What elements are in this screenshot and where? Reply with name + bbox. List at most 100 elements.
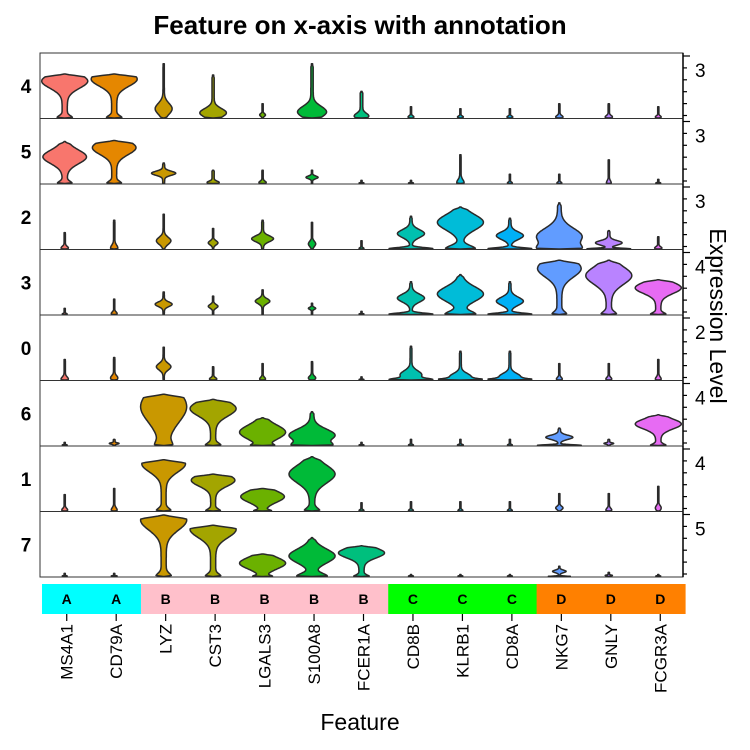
feature-axis: MS4A1 CD79A LYZ CST3 LGALS3 S100A8 FCER1A CD8B K… <box>58 614 670 693</box>
violin-cst3-cluster-4 <box>199 74 228 119</box>
cluster-label: 1 <box>21 470 32 491</box>
annotation-cell: B <box>338 584 389 614</box>
annotation-color-A <box>91 584 142 614</box>
feature-label-cst3: CST3 <box>206 624 225 667</box>
violin-lgals3-cluster-3 <box>254 289 271 316</box>
violin-nkg7-cluster-0 <box>555 362 564 381</box>
violin-lgals3-cluster-0 <box>258 362 267 381</box>
annotation-color-B <box>239 584 290 614</box>
violin-cd79a-cluster-1 <box>110 487 118 512</box>
violin-cd8b-cluster-6 <box>407 438 415 447</box>
panel-cluster-2: 23 <box>21 183 706 250</box>
y-tick-label: 2 <box>695 323 706 344</box>
violin-fcer1a-cluster-0 <box>358 376 365 381</box>
violin-cd8b-cluster-3 <box>388 280 434 316</box>
chart-title: Feature on x-axis with annotation <box>153 10 566 40</box>
panel-cluster-5: 53 <box>21 118 706 185</box>
violin-lgals3-cluster-7 <box>238 553 287 578</box>
panel-frame <box>39 183 684 250</box>
violin-cd79a-cluster-5 <box>91 139 137 185</box>
violin-cd8a-cluster-2 <box>487 217 533 250</box>
violin-cd8b-cluster-5 <box>407 179 415 185</box>
violin-klrb1-cluster-2 <box>436 206 485 250</box>
annotation-label: B <box>309 591 319 607</box>
y-axis-title: Expression Level <box>705 228 731 403</box>
violin-cd8a-cluster-5 <box>506 173 514 185</box>
annotation-color-C <box>487 584 538 614</box>
annotation-color-A <box>42 584 93 614</box>
violin-nkg7-cluster-7 <box>547 565 572 578</box>
violin-cst3-cluster-1 <box>190 473 236 512</box>
violin-cst3-cluster-3 <box>207 295 219 316</box>
violin-cd8a-cluster-7 <box>506 573 514 578</box>
violin-nkg7-cluster-2 <box>535 202 584 250</box>
violin-lyz-cluster-1 <box>141 459 187 512</box>
panel-frame <box>39 445 684 512</box>
violin-gnly-cluster-5 <box>605 159 612 185</box>
violin-cd79a-cluster-3 <box>110 298 118 316</box>
violin-gnly-cluster-1 <box>605 492 613 512</box>
violin-gnly-cluster-0 <box>605 362 613 381</box>
annotation-cell: B <box>190 584 241 614</box>
annotation-color-B <box>140 584 191 614</box>
feature-label-cd8b: CD8B <box>404 624 423 669</box>
violin-lyz-cluster-7 <box>139 514 188 578</box>
annotation-label: A <box>62 591 72 607</box>
violin-fcgr3a-cluster-2 <box>653 235 663 250</box>
violin-cd8a-cluster-3 <box>487 280 533 316</box>
panel-frame <box>39 380 684 447</box>
violin-gnly-cluster-2 <box>586 229 632 250</box>
violin-gnly-cluster-7 <box>604 571 614 578</box>
violin-ms4a1-cluster-6 <box>61 441 68 447</box>
violin-ms4a1-cluster-2 <box>60 231 70 250</box>
violin-nkg7-cluster-1 <box>554 492 564 512</box>
violin-fcgr3a-cluster-3 <box>634 278 683 316</box>
violin-cd79a-cluster-0 <box>109 356 119 381</box>
annotation-label: D <box>606 591 616 607</box>
cluster-label: 4 <box>21 77 32 98</box>
annotation-cell: B <box>140 584 191 614</box>
violin-fcgr3a-cluster-1 <box>654 485 662 512</box>
violin-cd8b-cluster-0 <box>388 345 434 381</box>
violin-nkg7-cluster-4 <box>554 102 564 119</box>
violin-fcgr3a-cluster-7 <box>655 573 662 578</box>
violin-fcer1a-cluster-6 <box>358 441 365 447</box>
y-tick-label: 3 <box>695 61 706 82</box>
violin-s100a8-cluster-6 <box>288 410 336 447</box>
violin-lgals3-cluster-6 <box>238 417 287 447</box>
annotation-cell: D <box>586 584 637 614</box>
violin-fcgr3a-cluster-6 <box>634 414 683 447</box>
violin-gnly-cluster-4 <box>604 102 614 119</box>
cluster-label: 0 <box>21 339 32 360</box>
panel-frame <box>39 314 684 381</box>
violin-cst3-cluster-5 <box>206 169 220 185</box>
violin-cst3-cluster-7 <box>189 524 237 578</box>
annotation-label: C <box>507 591 517 607</box>
feature-label-cd79a: CD79A <box>107 623 126 678</box>
violin-lyz-cluster-3 <box>154 291 173 316</box>
violin-fcer1a-cluster-1 <box>358 502 365 512</box>
violin-cd8b-cluster-1 <box>407 501 415 512</box>
violin-s100a8-cluster-2 <box>307 221 317 250</box>
violin-s100a8-cluster-7 <box>288 536 336 578</box>
annotation-color-B <box>338 584 389 614</box>
violin-cd79a-cluster-2 <box>109 219 119 250</box>
violin-cd8b-cluster-4 <box>407 105 415 119</box>
violin-lgals3-cluster-4 <box>258 102 267 119</box>
violin-klrb1-cluster-5 <box>456 154 465 185</box>
violin-lgals3-cluster-1 <box>240 487 286 512</box>
violin-fcer1a-cluster-5 <box>358 179 365 185</box>
cluster-label: 6 <box>21 404 32 425</box>
violin-s100a8-cluster-3 <box>307 302 317 316</box>
feature-label-nkg7: NKG7 <box>552 624 571 670</box>
violin-cd79a-cluster-4 <box>90 73 138 119</box>
violin-fcgr3a-cluster-5 <box>655 178 662 185</box>
violin-klrb1-cluster-3 <box>436 273 485 316</box>
violin-cst3-cluster-2 <box>207 227 219 250</box>
violin-cd8a-cluster-1 <box>506 501 514 512</box>
feature-label-fcer1a: FCER1A <box>355 623 374 691</box>
feature-label-lgals3: LGALS3 <box>256 624 275 688</box>
violin-ms4a1-cluster-4 <box>40 73 89 119</box>
